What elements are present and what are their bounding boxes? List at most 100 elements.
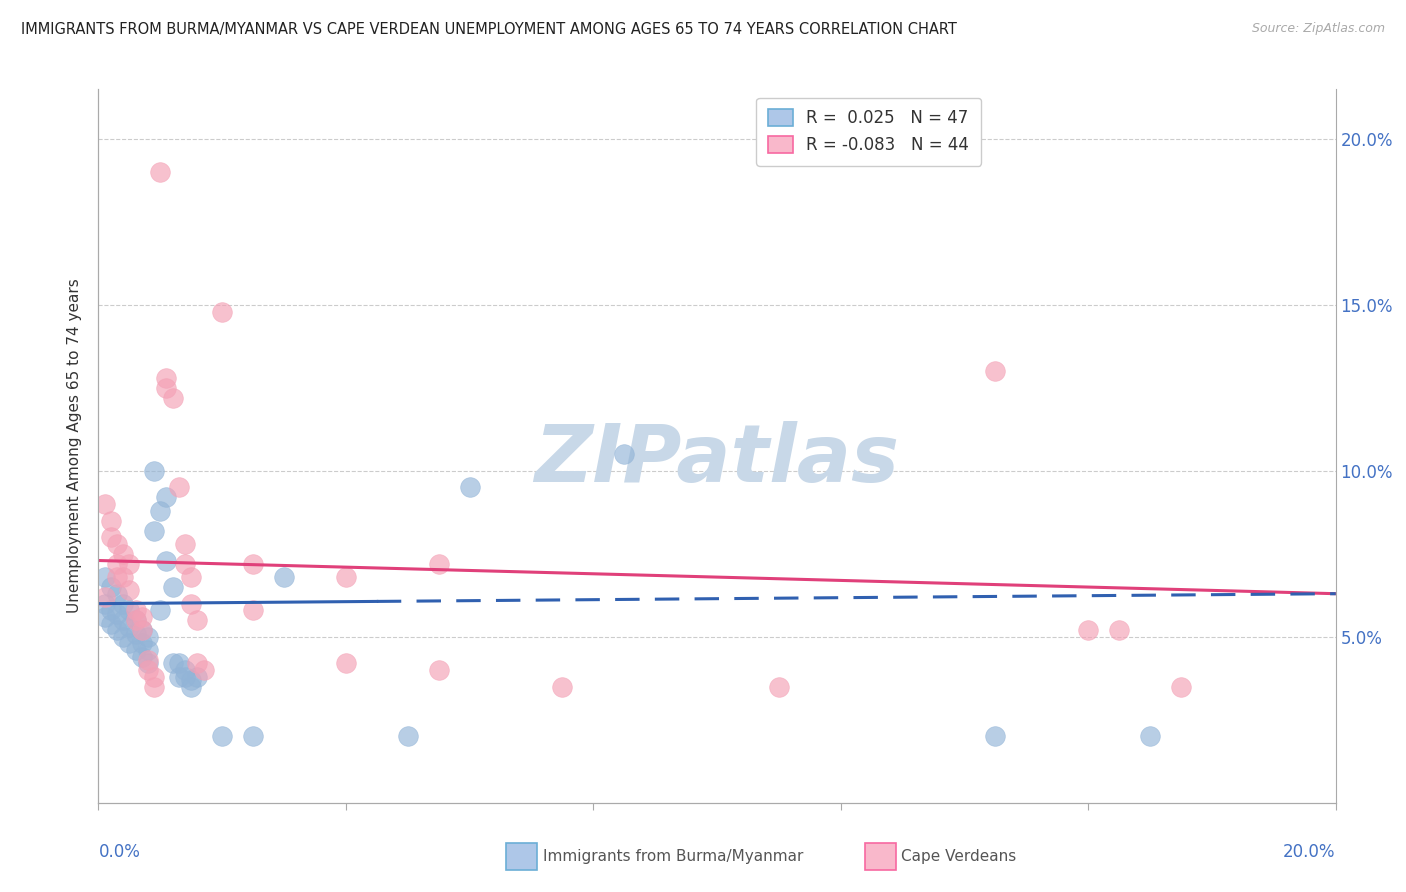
Point (131, 624, 153, 638)
Text: Source: ZipAtlas.com: Source: ZipAtlas.com (1251, 22, 1385, 36)
Point (180, 673, 202, 687)
Point (143, 464, 166, 478)
Point (112, 613, 135, 627)
Point (167, 481, 190, 495)
Point (143, 680, 166, 694)
Text: Cape Verdeans: Cape Verdeans (901, 849, 1017, 863)
Legend: R =  0.025   N = 47, R = -0.083   N = 44: R = 0.025 N = 47, R = -0.083 N = 44 (756, 97, 981, 166)
Point (124, 603, 146, 617)
Point (112, 547, 135, 561)
Point (131, 636, 153, 650)
Point (186, 613, 208, 627)
Point (984, 364, 1007, 378)
Point (118, 636, 141, 650)
Point (427, 557, 450, 571)
Point (124, 643, 146, 657)
Point (149, 504, 172, 518)
Point (174, 537, 197, 551)
Point (613, 447, 636, 461)
Point (193, 663, 215, 677)
Point (131, 610, 153, 624)
Point (143, 670, 166, 684)
Point (143, 524, 166, 538)
Point (551, 680, 574, 694)
Point (155, 381, 177, 395)
Point (149, 603, 172, 617)
Point (131, 624, 153, 638)
Point (273, 570, 295, 584)
Point (136, 630, 159, 644)
Point (118, 603, 141, 617)
Point (186, 657, 208, 671)
Point (1139, 730, 1161, 744)
Text: 0.0%: 0.0% (98, 843, 141, 861)
Point (112, 597, 135, 611)
Point (100, 514, 122, 528)
Point (124, 613, 146, 627)
Point (100, 603, 122, 617)
Point (131, 649, 153, 664)
Point (1077, 624, 1099, 638)
Point (100, 616, 122, 631)
Text: 20.0%: 20.0% (1284, 843, 1336, 861)
Point (118, 557, 141, 571)
Point (180, 597, 202, 611)
Text: ZIPatlas: ZIPatlas (534, 421, 900, 500)
Point (335, 570, 357, 584)
Point (105, 570, 128, 584)
Point (105, 624, 128, 638)
Y-axis label: Unemployment Among Ages 65 to 74 years: Unemployment Among Ages 65 to 74 years (67, 278, 83, 614)
Text: Immigrants from Burma/Myanmar: Immigrants from Burma/Myanmar (543, 849, 803, 863)
Point (124, 613, 146, 627)
Point (100, 530, 122, 544)
Point (186, 670, 208, 684)
Point (93, 590, 115, 604)
Point (180, 680, 202, 694)
Point (136, 653, 159, 667)
Point (335, 657, 357, 671)
Point (162, 391, 184, 405)
Point (136, 663, 159, 677)
Point (458, 481, 481, 495)
Point (211, 304, 233, 318)
Text: IMMIGRANTS FROM BURMA/MYANMAR VS CAPE VERDEAN UNEMPLOYMENT AMONG AGES 65 TO 74 Y: IMMIGRANTS FROM BURMA/MYANMAR VS CAPE VE… (21, 22, 957, 37)
Point (100, 580, 122, 594)
Point (174, 557, 197, 571)
Point (155, 553, 177, 567)
Point (242, 730, 264, 744)
Point (162, 580, 184, 594)
Point (112, 570, 135, 584)
Point (211, 730, 233, 744)
Point (180, 570, 202, 584)
Point (162, 657, 184, 671)
Point (155, 371, 177, 385)
Point (93, 570, 115, 584)
Point (1108, 624, 1130, 638)
Point (149, 165, 172, 179)
Point (984, 730, 1007, 744)
Point (93, 610, 115, 624)
Point (93, 497, 115, 511)
Point (167, 670, 190, 684)
Point (105, 607, 128, 621)
Point (136, 643, 159, 657)
Point (112, 630, 135, 644)
Point (105, 587, 128, 601)
Point (242, 557, 264, 571)
Point (242, 603, 264, 617)
Point (105, 557, 128, 571)
Point (155, 491, 177, 505)
Point (174, 670, 197, 684)
Point (396, 730, 419, 744)
Point (174, 663, 197, 677)
Point (118, 620, 141, 634)
Point (93, 597, 115, 611)
Point (427, 663, 450, 677)
Point (1170, 680, 1192, 694)
Point (118, 583, 141, 598)
Point (768, 680, 790, 694)
Point (124, 626, 146, 640)
Point (136, 657, 159, 671)
Point (105, 537, 128, 551)
Point (167, 657, 190, 671)
